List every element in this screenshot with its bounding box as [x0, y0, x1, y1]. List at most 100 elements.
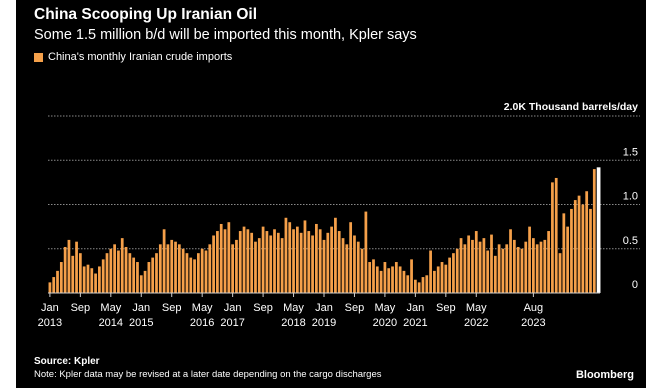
bar: [341, 238, 345, 293]
x-tick-month: Jan: [224, 302, 242, 314]
bar: [554, 177, 558, 293]
bar: [486, 250, 490, 293]
bar: [56, 270, 59, 293]
bar: [581, 204, 585, 293]
bar: [90, 268, 94, 293]
bar: [86, 264, 90, 293]
bar: [364, 211, 368, 293]
bar: [155, 253, 158, 293]
bar: [185, 253, 189, 293]
bar: [577, 195, 581, 293]
bar: [585, 191, 589, 293]
bar: [303, 220, 307, 293]
bar: [151, 257, 155, 293]
bar: [315, 223, 318, 293]
bar: [402, 270, 406, 293]
legend-label: China's monthly Iranian crude imports: [48, 51, 233, 63]
x-tick-year: 2020: [373, 317, 397, 329]
bar: [589, 208, 592, 293]
bar: [197, 253, 200, 293]
bar: [379, 270, 383, 293]
bar: [429, 250, 432, 293]
source-label: Source: Kpler: [34, 356, 100, 367]
bar: [109, 248, 113, 293]
bar: [413, 279, 417, 293]
x-tick-month: May: [466, 302, 487, 314]
bar: [334, 217, 337, 293]
x-tick-month: May: [192, 302, 213, 314]
bar: [208, 244, 212, 293]
bar: [113, 244, 116, 293]
bar: [67, 239, 71, 293]
bar: [52, 277, 56, 293]
bar: [311, 235, 314, 293]
bar: [101, 259, 105, 293]
bar: [345, 244, 349, 293]
bar: [436, 266, 440, 293]
bar: [212, 235, 215, 293]
bar: [501, 248, 505, 293]
x-tick-month: Sep: [253, 302, 273, 314]
bar: [139, 275, 143, 293]
x-tick-year: 2022: [464, 317, 488, 329]
bar: [299, 232, 303, 293]
bar: [471, 239, 474, 293]
bar: [330, 226, 333, 293]
bar: [257, 238, 261, 293]
x-tick-year: 2013: [38, 317, 62, 329]
bar: [573, 200, 577, 293]
bar: [105, 253, 109, 293]
bar: [261, 226, 265, 293]
bar: [467, 235, 471, 293]
bar: [459, 238, 463, 293]
bar: [417, 282, 421, 293]
bar: [410, 259, 413, 293]
bar: [360, 248, 364, 293]
y-tick-label: 1.5: [623, 146, 638, 158]
bar: [124, 246, 128, 293]
bar: [463, 244, 467, 293]
bar: [372, 259, 375, 293]
bar: [558, 253, 562, 293]
bar: [174, 241, 177, 293]
bar: [200, 248, 204, 293]
y-tick-label: 0.5: [623, 235, 638, 247]
bar: [356, 241, 360, 293]
bar: [425, 275, 429, 293]
bar: [512, 239, 516, 293]
bar: [147, 262, 151, 293]
bar: [566, 226, 570, 293]
x-tick-month: May: [100, 302, 121, 314]
bar: [433, 270, 436, 293]
bar: [231, 244, 235, 293]
bar: [318, 229, 322, 293]
chart-subtitle: Some 1.5 million b/d will be imported th…: [34, 27, 417, 43]
bar: [117, 250, 120, 293]
bar: [592, 169, 596, 293]
chart-legend: China's monthly Iranian crude imports: [34, 51, 232, 63]
bar: [497, 244, 501, 293]
bar: [307, 231, 311, 293]
bar: [532, 238, 535, 293]
x-tick-year: 2015: [129, 317, 153, 329]
bar: [204, 250, 208, 293]
bar: [524, 241, 528, 293]
bar: [75, 241, 78, 293]
bar: [284, 217, 288, 293]
bar: [535, 244, 539, 293]
bar: [238, 231, 242, 293]
bar: [528, 226, 531, 293]
x-tick-year: 2014: [99, 317, 123, 329]
bar: [474, 231, 478, 293]
bar: [177, 244, 181, 293]
unit-label: 2.0K Thousand barrels/day: [504, 101, 638, 113]
x-tick-month: Aug: [524, 302, 544, 314]
bar: [288, 222, 292, 293]
x-tick-year: 2016: [190, 317, 214, 329]
bar: [276, 232, 280, 293]
x-tick-month: Sep: [162, 302, 182, 314]
bloomberg-logo: Bloomberg: [575, 369, 634, 381]
x-tick-month: Jan: [406, 302, 424, 314]
bar: [235, 239, 238, 293]
bar: [128, 253, 132, 293]
